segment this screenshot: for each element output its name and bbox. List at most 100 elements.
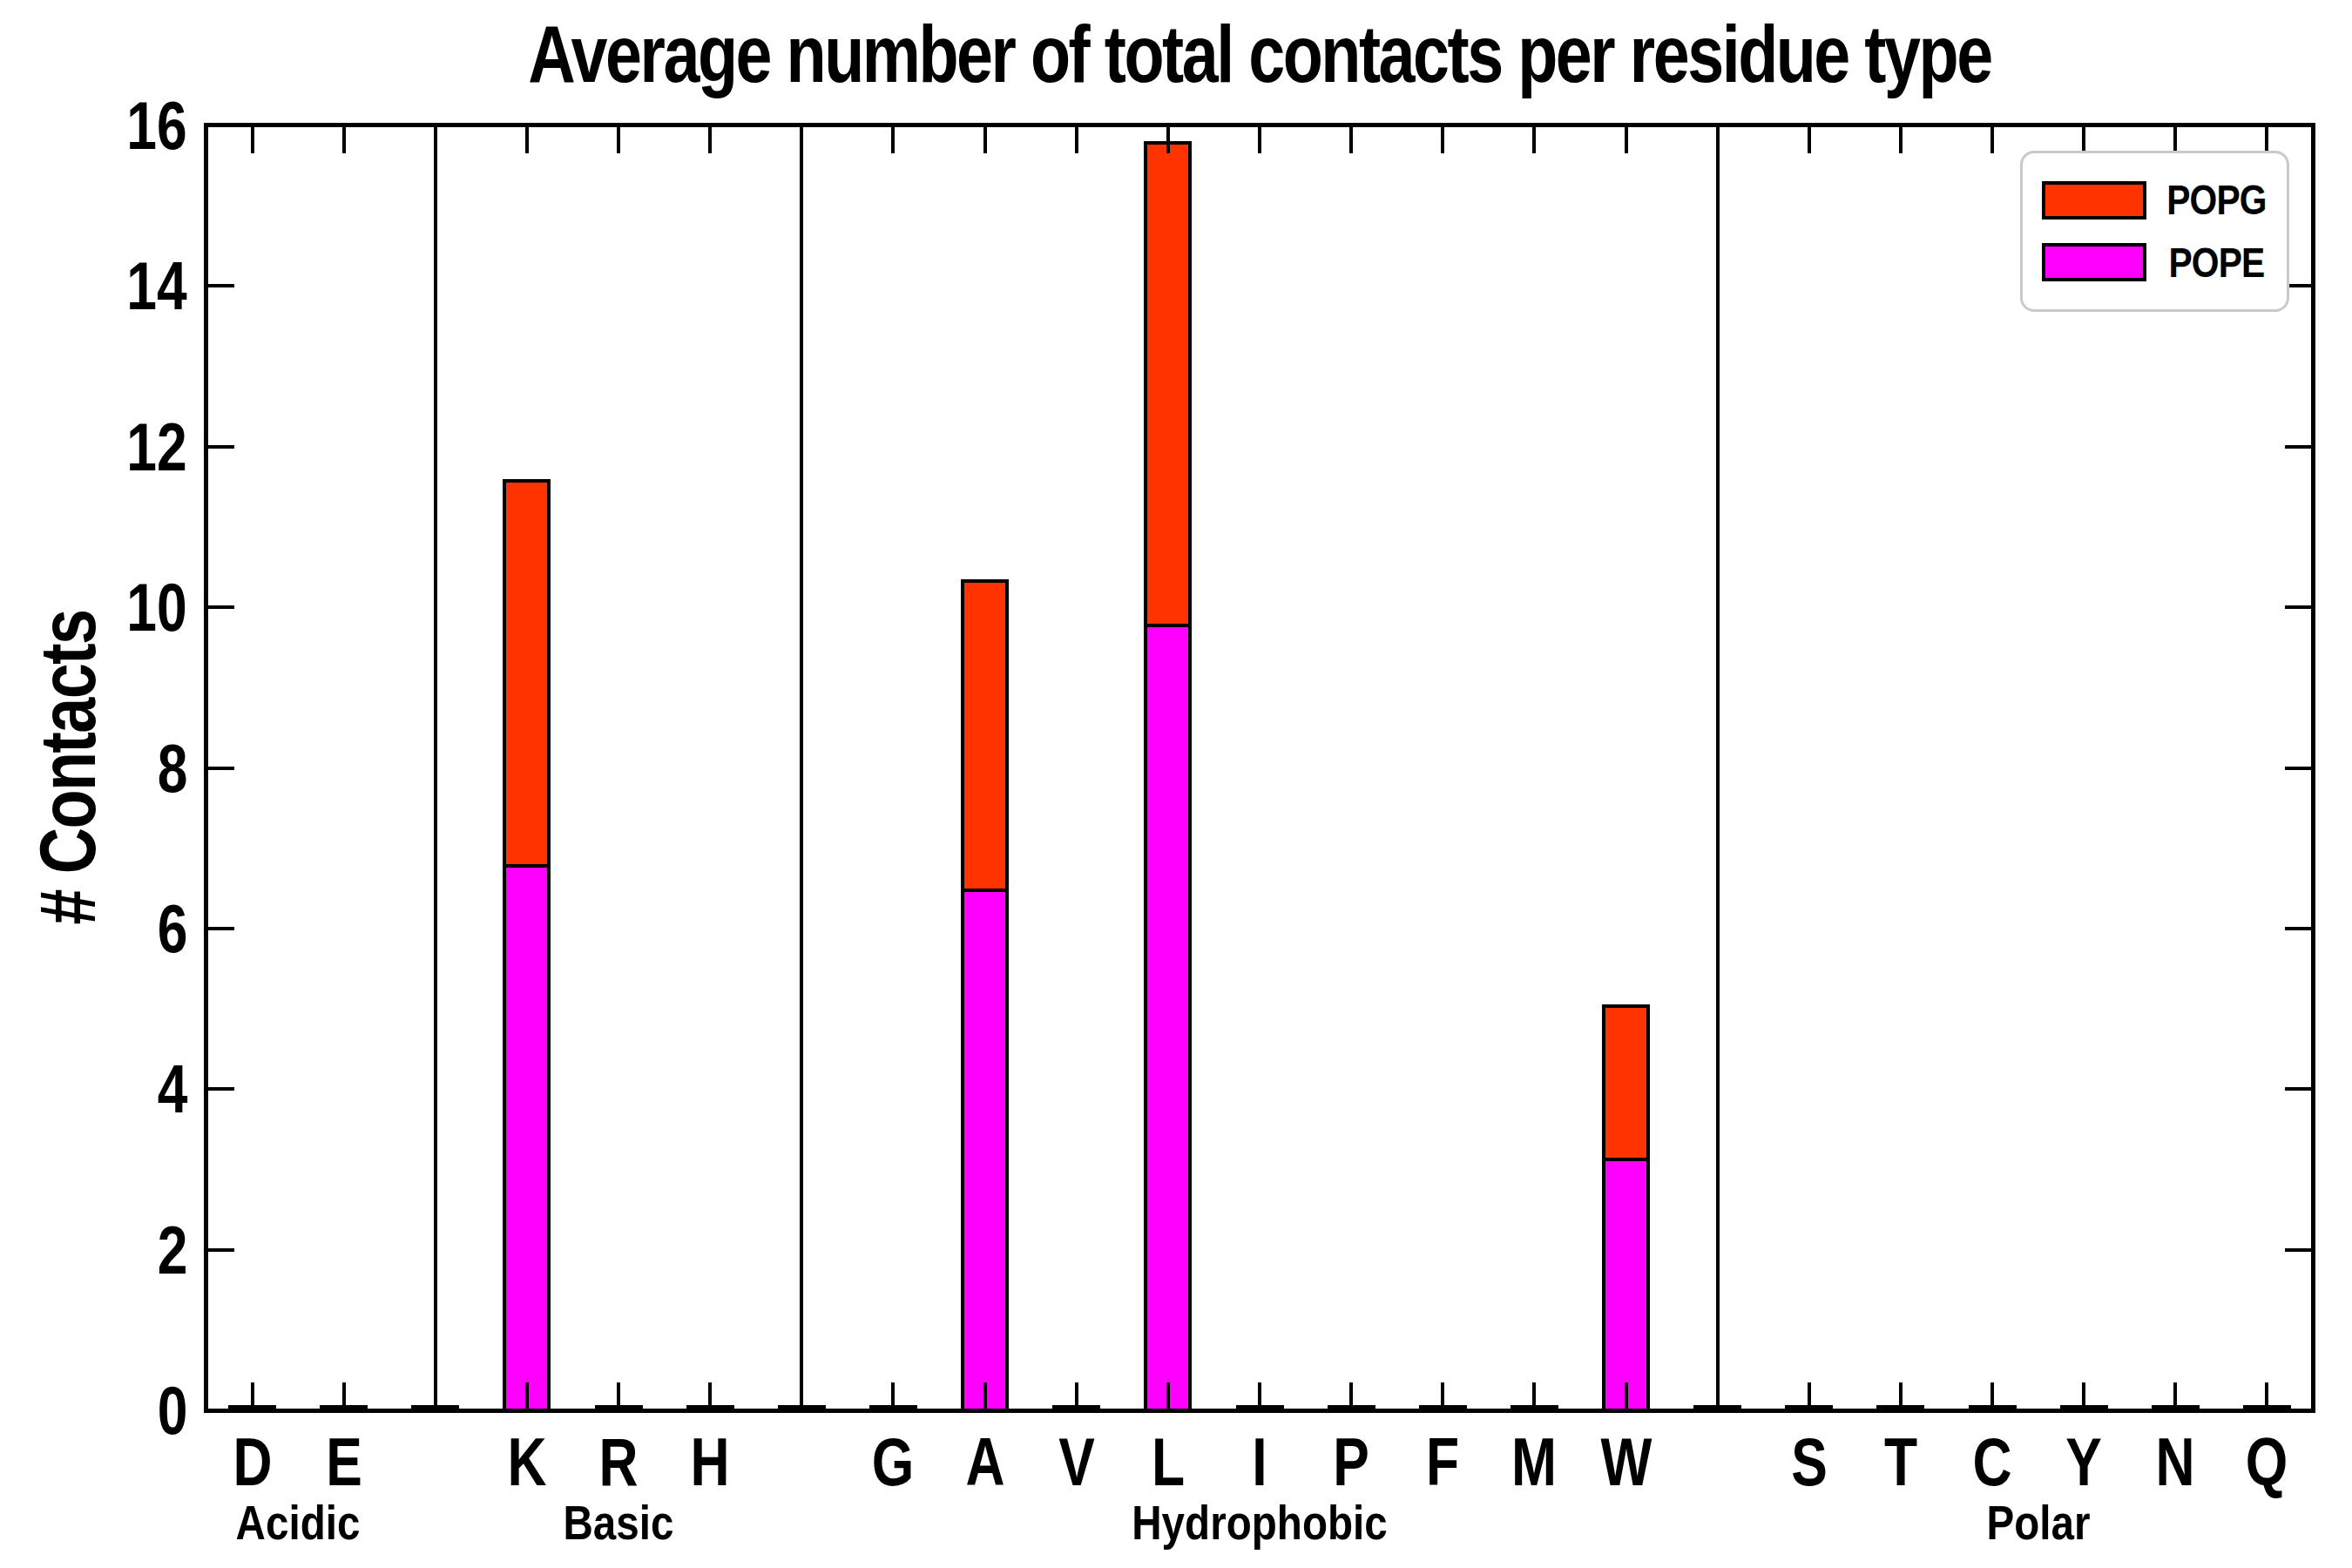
plot-area: DEKRHGAVLIPFMWSTCYNQAcidicBasicHydrophob… [0,0,2352,1568]
x-tick-top-E [342,127,346,153]
legend-box: POPG POPE [2020,151,2289,312]
bar-segment-popg-A [961,579,1009,892]
x-tick-R [617,1382,620,1409]
x-tick-top-M [1532,127,1536,153]
x-tick-label-E: E [326,1423,362,1502]
y-tick-label-12: 12 [127,407,187,486]
x-tick-label-G: G [872,1423,915,1502]
x-tick-T [1899,1382,1903,1409]
x-tick-label-W: W [1600,1423,1652,1502]
x-tick-top-D [251,127,254,153]
x-tick-label-Y: Y [2065,1423,2102,1502]
spine-right [2311,123,2315,1413]
y-tick-8 [208,767,234,770]
x-tick-top-T [1899,127,1903,153]
x-tick-top-V [1075,127,1078,153]
bar-segment-popg-W [1602,1004,1650,1160]
x-tick-label-V: V [1058,1423,1095,1502]
y-tick-label-2: 2 [157,1210,187,1289]
x-tick-E [342,1382,346,1409]
x-tick-label-C: C [1972,1423,2011,1502]
x-tick-top-N [2173,127,2177,153]
y-tick-right-2 [2285,1248,2311,1252]
x-tick-top-I [1258,127,1261,153]
x-tick-D [251,1382,254,1409]
y-tick-right-12 [2285,445,2311,449]
legend-swatch-pope [2042,243,2146,281]
y-tick-right-4 [2285,1087,2311,1091]
x-tick-C [1990,1382,1994,1409]
bar-segment-pope-L [1144,624,1192,1413]
x-tick-label-K: K [507,1423,546,1502]
group-label-hydrophobic: Hydrophobic [1132,1494,1388,1551]
x-tick-top-F [1441,127,1444,153]
y-tick-14 [208,284,234,287]
y-tick-label-6: 6 [157,889,187,968]
y-tick-4 [208,1087,234,1091]
group-separator-3 [1716,125,1720,1410]
x-tick-label-H: H [691,1423,730,1502]
x-tick-A [983,1382,987,1409]
bar-segment-pope-K [503,864,551,1413]
y-tick-6 [208,927,234,930]
x-tick-Q [2265,1382,2268,1409]
y-tick-12 [208,445,234,449]
bar-segment-pope-A [961,889,1009,1413]
x-tick-top-Y [2082,127,2085,153]
group-label-acidic: Acidic [236,1494,361,1551]
x-tick-label-L: L [1152,1423,1185,1502]
group-label-polar: Polar [1986,1494,2090,1551]
y-tick-label-16: 16 [127,86,187,166]
x-tick-W [1625,1382,1628,1409]
x-tick-top-L [1166,127,1170,153]
x-tick-top-Q [2265,127,2268,153]
x-tick-label-D: D [233,1423,272,1502]
x-tick-label-R: R [599,1423,639,1502]
y-tick-right-10 [2285,605,2311,609]
y-tick-label-8: 8 [157,728,187,808]
legend-row-popg: POPG [2023,176,2287,224]
contacts-bar-chart: Average number of total contacts per res… [0,0,2352,1568]
legend-row-pope: POPE [2023,239,2287,287]
x-tick-label-A: A [965,1423,1004,1502]
x-tick-top-H [708,127,712,153]
group-label-basic: Basic [564,1494,674,1551]
x-tick-N [2173,1382,2177,1409]
x-tick-H [708,1382,712,1409]
x-tick-label-P: P [1333,1423,1369,1502]
x-tick-I [1258,1382,1261,1409]
group-separator-2 [800,125,803,1410]
x-tick-top-S [1808,127,1811,153]
x-tick-P [1349,1382,1353,1409]
y-tick-label-10: 10 [127,568,187,647]
x-tick-top-C [1990,127,1994,153]
x-tick-label-I: I [1252,1423,1267,1502]
x-tick-V [1075,1382,1078,1409]
bar-segment-pope-W [1602,1158,1650,1413]
y-tick-10 [208,605,234,609]
x-tick-Y [2082,1382,2085,1409]
spine-top [204,123,2315,127]
bar-segment-popg-K [503,479,551,868]
x-tick-M [1532,1382,1536,1409]
x-tick-top-P [1349,127,1353,153]
x-tick-label-S: S [1791,1423,1828,1502]
x-tick-top-A [983,127,987,153]
y-tick-right-6 [2285,927,2311,930]
x-tick-top-W [1625,127,1628,153]
x-tick-label-Q: Q [2246,1423,2288,1502]
y-tick-right-8 [2285,767,2311,770]
x-tick-label-M: M [1511,1423,1557,1502]
legend-swatch-popg [2042,181,2146,220]
x-tick-top-G [891,127,895,153]
x-tick-label-F: F [1426,1423,1459,1502]
x-tick-top-R [617,127,620,153]
legend-label-popg: POPG [2157,176,2276,224]
x-tick-F [1441,1382,1444,1409]
x-tick-top-K [525,127,529,153]
y-tick-label-4: 4 [157,1050,187,1129]
bar-segment-popg-L [1144,141,1192,626]
x-tick-label-N: N [2156,1423,2195,1502]
x-tick-L [1166,1382,1170,1409]
legend-label-pope: POPE [2157,239,2276,287]
